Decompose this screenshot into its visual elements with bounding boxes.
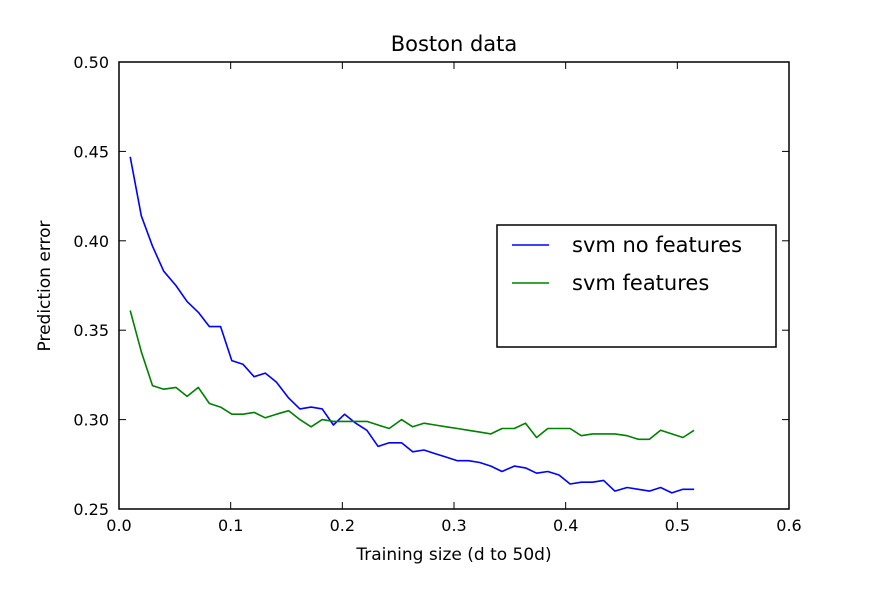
x-tick-label: 0.0 [106,516,131,535]
x-tick-label: 0.2 [330,516,355,535]
plot-frame [118,61,790,510]
x-axis-title: Training size (d to 50d) [355,545,551,565]
y-tick-label: 0.25 [73,500,109,519]
x-tick-label: 0.6 [776,516,801,535]
y-tick-label: 0.30 [73,411,109,430]
x-tick-label: 0.3 [441,516,466,535]
y-tick-label: 0.45 [73,142,109,161]
series-line-svm-features [129,310,695,441]
legend-label: svm no features [572,233,742,257]
x-tick-label: 0.1 [218,516,243,535]
chart-title: Boston data [391,32,518,56]
legend-label: svm features [572,271,709,295]
series-layer [129,156,695,494]
y-tick-label: 0.40 [73,232,109,251]
y-tick-label: 0.50 [73,53,109,72]
y-axis-title: Prediction error [35,220,55,351]
legend: svm no features svm features [496,224,777,348]
ticks-layer: 0.0 0.1 0.2 0.3 0.4 0.5 0.6 0.25 0.30 0.35 0.40 0.4… [73,53,801,535]
x-tick-label: 0.5 [665,516,690,535]
y-tick-label: 0.35 [73,321,109,340]
x-tick-label: 0.4 [553,516,578,535]
series-line-svm-no-features [129,156,695,494]
